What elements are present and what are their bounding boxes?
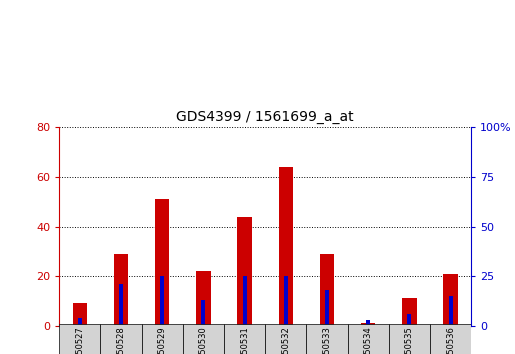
Bar <box>443 274 458 326</box>
Bar <box>449 296 453 326</box>
Bar <box>320 254 334 326</box>
Text: GSM850534: GSM850534 <box>364 326 373 354</box>
Bar <box>430 324 471 354</box>
Bar <box>119 284 123 326</box>
Text: GSM850531: GSM850531 <box>240 326 249 354</box>
Text: GSM850530: GSM850530 <box>199 326 208 354</box>
Bar <box>366 320 370 326</box>
Text: GSM850532: GSM850532 <box>281 326 290 354</box>
Text: GSM850533: GSM850533 <box>322 326 332 354</box>
Bar <box>402 298 417 326</box>
Text: GSM850528: GSM850528 <box>116 326 126 354</box>
Bar <box>407 314 411 326</box>
Title: GDS4399 / 1561699_a_at: GDS4399 / 1561699_a_at <box>177 110 354 124</box>
Bar <box>78 318 82 326</box>
Bar <box>73 303 87 326</box>
Bar <box>59 324 100 354</box>
Bar <box>183 324 224 354</box>
Bar <box>224 324 265 354</box>
Bar <box>155 199 169 326</box>
Text: GSM850527: GSM850527 <box>75 326 84 354</box>
Text: GSM850536: GSM850536 <box>446 326 455 354</box>
Bar <box>284 276 288 326</box>
Bar <box>114 254 128 326</box>
Bar <box>196 271 211 326</box>
Bar <box>265 324 306 354</box>
Bar <box>325 290 329 326</box>
Text: GSM850535: GSM850535 <box>405 326 414 354</box>
Bar <box>348 324 389 354</box>
Bar <box>142 324 183 354</box>
Bar <box>160 276 164 326</box>
Bar <box>237 217 252 326</box>
Bar <box>361 323 375 326</box>
Bar <box>279 167 293 326</box>
Bar <box>243 276 247 326</box>
Text: GSM850529: GSM850529 <box>158 326 167 354</box>
Bar <box>306 324 348 354</box>
Bar <box>100 324 142 354</box>
Bar <box>201 300 205 326</box>
Bar <box>389 324 430 354</box>
